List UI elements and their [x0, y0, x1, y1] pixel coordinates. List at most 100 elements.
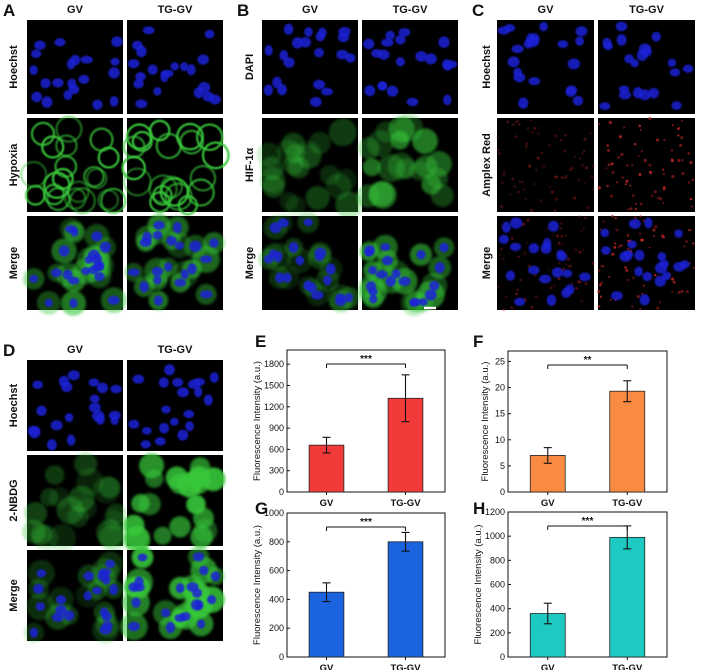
nucleus [198, 81, 211, 94]
chart-f: F 0 5 10 15 20 25 Fluorescence Intensity (a.u.)… [473, 332, 668, 509]
red-dot [501, 257, 506, 261]
y-tick-label: 15 [495, 409, 505, 419]
nucleus [557, 40, 569, 49]
nucleus [153, 295, 163, 306]
red-dot [512, 308, 516, 311]
red-dot [552, 284, 556, 288]
red-dot [681, 171, 685, 176]
red-dot [564, 233, 568, 237]
nucleus [110, 57, 120, 66]
nucleus [153, 275, 162, 285]
red-dot [640, 150, 643, 153]
nucleus [445, 60, 458, 69]
red-dot [685, 239, 688, 243]
bar-tg-gv [387, 541, 424, 658]
nucleus [321, 87, 333, 96]
nucleus [443, 94, 452, 106]
nucleus [165, 621, 176, 634]
red-dot [570, 282, 573, 285]
red-dot [498, 152, 502, 156]
red-dot [639, 129, 642, 131]
nucleus [615, 21, 628, 32]
red-dot [681, 158, 684, 162]
red-dot [578, 250, 582, 254]
x-category-label: GV [320, 498, 334, 509]
nucleus [344, 292, 354, 303]
nucleus [133, 79, 144, 89]
panel-label: H [473, 499, 485, 518]
red-dot [656, 306, 660, 310]
nucleus [634, 249, 645, 261]
cell-signal [260, 156, 284, 181]
row-label: Merge [8, 579, 20, 611]
row-label: Merge [244, 247, 256, 279]
micrograph-panel-c: C GV TG-GV Hoechst Amplex Red Merge [472, 1, 696, 312]
nucleus [600, 228, 610, 238]
red-dot [542, 164, 546, 168]
red-dot [688, 229, 690, 232]
red-dot [629, 207, 633, 211]
nucleus [368, 287, 378, 296]
nucleus [140, 440, 151, 449]
plot-frame [286, 512, 446, 658]
cell-signal [153, 526, 172, 545]
red-dot [521, 180, 525, 184]
cell-signal [362, 158, 381, 177]
red-dot [689, 229, 692, 232]
red-dot [560, 176, 564, 180]
nucleus [648, 87, 660, 99]
nucleus [504, 23, 516, 32]
nucleus [139, 237, 152, 247]
panel-label: C [472, 1, 484, 20]
nucleus [111, 36, 123, 47]
red-dot [536, 156, 540, 160]
red-dot [681, 119, 684, 122]
red-dot [502, 173, 506, 177]
nucleus [164, 364, 175, 376]
red-dot [621, 176, 624, 179]
red-dot [510, 306, 514, 310]
x-category-label: GV [541, 663, 555, 670]
nucleus [183, 410, 195, 419]
nucleus [377, 81, 387, 91]
error-bar [623, 380, 632, 403]
red-dot [591, 261, 595, 265]
nucleus [639, 294, 650, 306]
red-dot [562, 267, 566, 271]
micrograph-image [123, 453, 226, 554]
cell-signal [281, 132, 306, 157]
nucleus [575, 36, 585, 46]
y-tick-label: 0 [500, 652, 505, 662]
red-dot [626, 164, 629, 167]
nucleus [40, 78, 51, 89]
nucleus [391, 269, 401, 279]
red-dot [500, 204, 504, 209]
red-dot [656, 138, 659, 142]
cell-signal [100, 187, 127, 214]
red-dot [609, 194, 613, 198]
nucleus [510, 217, 523, 229]
red-dot [605, 167, 608, 170]
nucleus [438, 36, 450, 48]
micrograph-image [598, 20, 695, 114]
red-dot [571, 166, 574, 170]
red-dot [518, 123, 521, 126]
red-dot [530, 305, 534, 309]
cell-signal [55, 115, 83, 143]
nucleus [523, 38, 533, 49]
error-bar [543, 602, 552, 625]
nucleus [509, 242, 522, 251]
nucleus [498, 234, 509, 244]
red-dot [638, 172, 642, 176]
red-dot [514, 292, 518, 296]
nucleus [32, 380, 43, 389]
red-dot [514, 135, 518, 139]
red-dot [565, 263, 568, 266]
nucleus [180, 62, 189, 72]
nucleus [29, 65, 38, 75]
y-tick-label: 800 [269, 537, 284, 547]
red-dot [580, 229, 583, 233]
y-tick-label: 0 [279, 652, 284, 662]
column-label: TG-GV [158, 4, 193, 16]
